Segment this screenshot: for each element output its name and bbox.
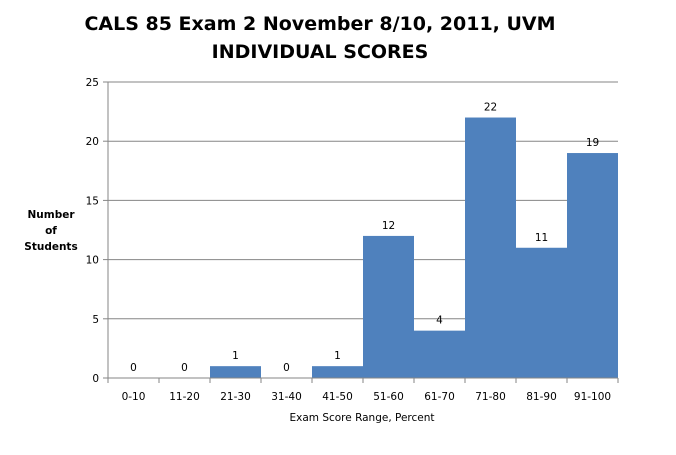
data-label: 1	[334, 350, 341, 362]
x-tick-label: 91-100	[574, 391, 611, 403]
x-tick-label: 0-10	[122, 391, 146, 403]
y-tick-label: 20	[86, 136, 99, 148]
bar	[414, 330, 465, 378]
data-label: 12	[382, 220, 395, 232]
data-label: 19	[586, 137, 599, 149]
data-label: 0	[181, 362, 188, 374]
bar	[312, 366, 363, 378]
x-tick-label: 51-60	[373, 391, 404, 403]
data-label: 1	[232, 350, 239, 362]
y-tick-label: 10	[86, 255, 99, 267]
y-tick-labels: 0 5 10 15 20 25	[86, 77, 99, 385]
y-axis-label-line-3: Students	[24, 241, 77, 253]
bar	[210, 366, 261, 378]
data-label: 0	[130, 362, 137, 374]
x-axis-label: Exam Score Range, Percent	[289, 412, 434, 424]
y-tick-label: 5	[92, 314, 99, 326]
data-label: 0	[283, 362, 290, 374]
data-labels: 0 0 1 0 1 12 4 22 11 19	[130, 102, 599, 374]
bar	[567, 153, 618, 378]
y-axis-label-line-1: Number	[27, 209, 75, 221]
axes	[103, 81, 619, 383]
x-tick-label: 41-50	[322, 391, 353, 403]
x-tick-label: 81-90	[526, 391, 557, 403]
chart-title-line-2: INDIVIDUAL SCORES	[212, 41, 429, 63]
x-tick-label: 61-70	[424, 391, 455, 403]
x-tick-label: 31-40	[271, 391, 302, 403]
bar	[465, 117, 516, 379]
bar	[516, 247, 567, 378]
x-tick-labels: 0-10 11-20 21-30 31-40 41-50 51-60 61-70 71-80 8…	[122, 391, 612, 403]
x-tick-label: 21-30	[220, 391, 251, 403]
y-tick-label: 15	[86, 195, 99, 207]
bars	[210, 117, 618, 379]
x-tick-label: 71-80	[475, 391, 506, 403]
data-label: 4	[436, 315, 443, 327]
data-label: 22	[484, 102, 497, 114]
bar	[363, 235, 414, 378]
y-axis-label-line-2: of	[45, 225, 57, 237]
y-tick-label: 0	[92, 373, 99, 385]
y-tick-label: 25	[86, 77, 99, 89]
chart-title-line-1: CALS 85 Exam 2 November 8/10, 2011, UVM	[84, 13, 555, 35]
x-tick-label: 11-20	[169, 391, 200, 403]
data-label: 11	[535, 232, 548, 244]
